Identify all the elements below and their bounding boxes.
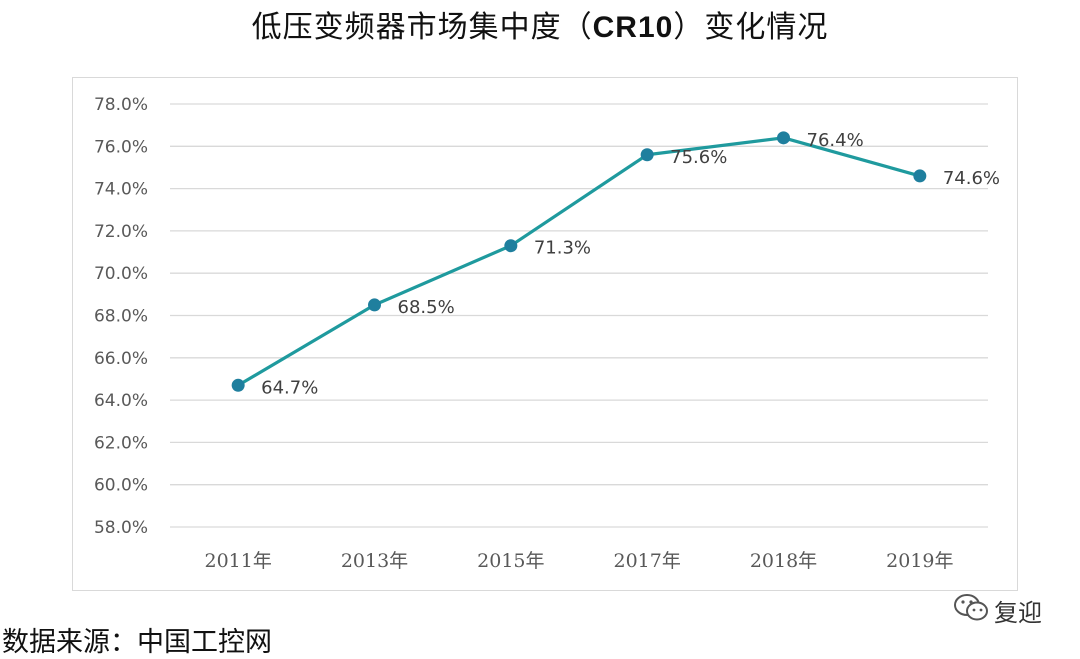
- chart-frame: [72, 77, 1018, 591]
- data-source-note: 数据来源：中国工控网: [2, 627, 272, 658]
- y-tick-label: 64.0%: [94, 391, 148, 411]
- y-tick-label: 78.0%: [94, 95, 148, 115]
- data-point: [231, 378, 245, 392]
- x-tick-label: 2015年: [477, 550, 544, 572]
- x-tick-label: 2018年: [750, 550, 817, 572]
- series-line: [237, 136, 921, 387]
- y-tick-label: 58.0%: [94, 518, 148, 538]
- x-tick-label: 2013年: [341, 550, 408, 572]
- data-label: 75.6%: [670, 147, 727, 168]
- y-tick-label: 68.0%: [94, 307, 148, 327]
- data-label: 68.5%: [398, 297, 455, 318]
- data-label: 74.6%: [943, 168, 1000, 189]
- data-label: 76.4%: [807, 130, 864, 151]
- data-label: 64.7%: [261, 377, 318, 398]
- y-tick-label: 70.0%: [94, 264, 148, 284]
- x-tick-label: 2019年: [886, 550, 953, 572]
- y-tick-label: 62.0%: [94, 433, 148, 453]
- watermark-text: 复迎: [994, 599, 1042, 627]
- data-point: [368, 298, 381, 312]
- y-tick-label: 76.0%: [94, 137, 148, 157]
- data-point: [504, 239, 518, 253]
- data-point: [777, 131, 790, 145]
- data-label: 71.3%: [534, 238, 591, 259]
- y-tick-label: 72.0%: [94, 222, 148, 242]
- x-tick-label: 2011年: [204, 550, 271, 572]
- data-point: [913, 169, 927, 183]
- x-tick-label: 2017年: [613, 550, 680, 572]
- y-tick-label: 66.0%: [94, 349, 148, 369]
- y-tick-label: 60.0%: [94, 476, 148, 496]
- wechat-icon: [954, 594, 988, 621]
- chart-title: 低压变频器市场集中度（CR10）变化情况: [251, 10, 829, 45]
- y-tick-label: 74.0%: [94, 180, 148, 200]
- data-point: [640, 148, 654, 162]
- watermark: 复迎: [952, 591, 1062, 631]
